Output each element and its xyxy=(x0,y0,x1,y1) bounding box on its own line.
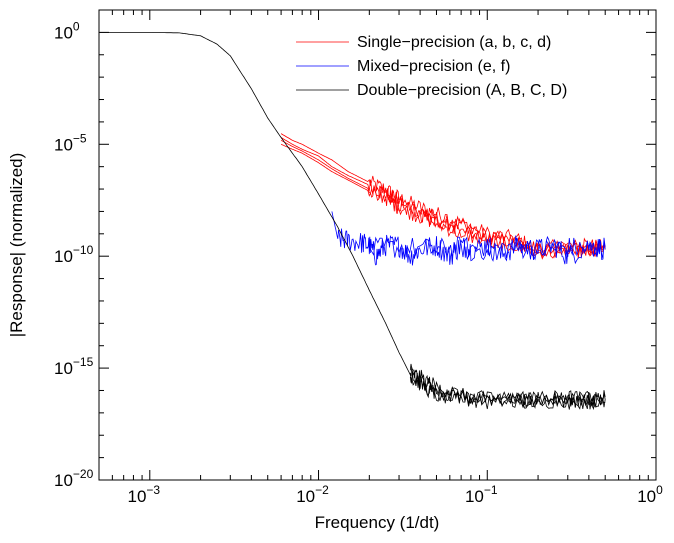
y-tick-label: 10−5 xyxy=(54,131,87,154)
ticks: 10−3 10−2 10−1 100 100 10−5 10−10 10−15 10−20 xyxy=(54,9,663,506)
series-line-a xyxy=(280,133,606,258)
y-axis-title: |Response| (normalized) xyxy=(7,153,26,338)
series-line-c xyxy=(280,139,606,258)
y-tick-label: 10−20 xyxy=(54,467,94,490)
series-line-f xyxy=(368,236,606,261)
x-tick-label: 10−2 xyxy=(296,483,329,506)
x-tick-label: 100 xyxy=(637,483,663,506)
series-line-e xyxy=(331,211,606,266)
legend: Single−precision (a, b, c, d) Mixed−preci… xyxy=(296,34,567,99)
y-tick-label: 10−10 xyxy=(54,243,94,266)
y-tick-label: 100 xyxy=(54,19,80,42)
plot-frame xyxy=(98,9,657,481)
series-line-b xyxy=(280,137,606,260)
traces xyxy=(99,32,606,411)
legend-label-2: Double−precision (A, B, C, D) xyxy=(357,82,567,99)
x-tick-label: 10−3 xyxy=(127,483,160,506)
y-tick-label: 10−15 xyxy=(54,355,94,378)
legend-label-1: Mixed−precision (e, f) xyxy=(357,58,510,75)
x-tick-label: 10−1 xyxy=(465,483,498,506)
series-line-C xyxy=(409,376,606,410)
legend-label-0: Single−precision (a, b, c, d) xyxy=(357,34,551,51)
series-line-D xyxy=(409,367,606,409)
x-axis-title: Frequency (1/dt) xyxy=(315,513,440,532)
